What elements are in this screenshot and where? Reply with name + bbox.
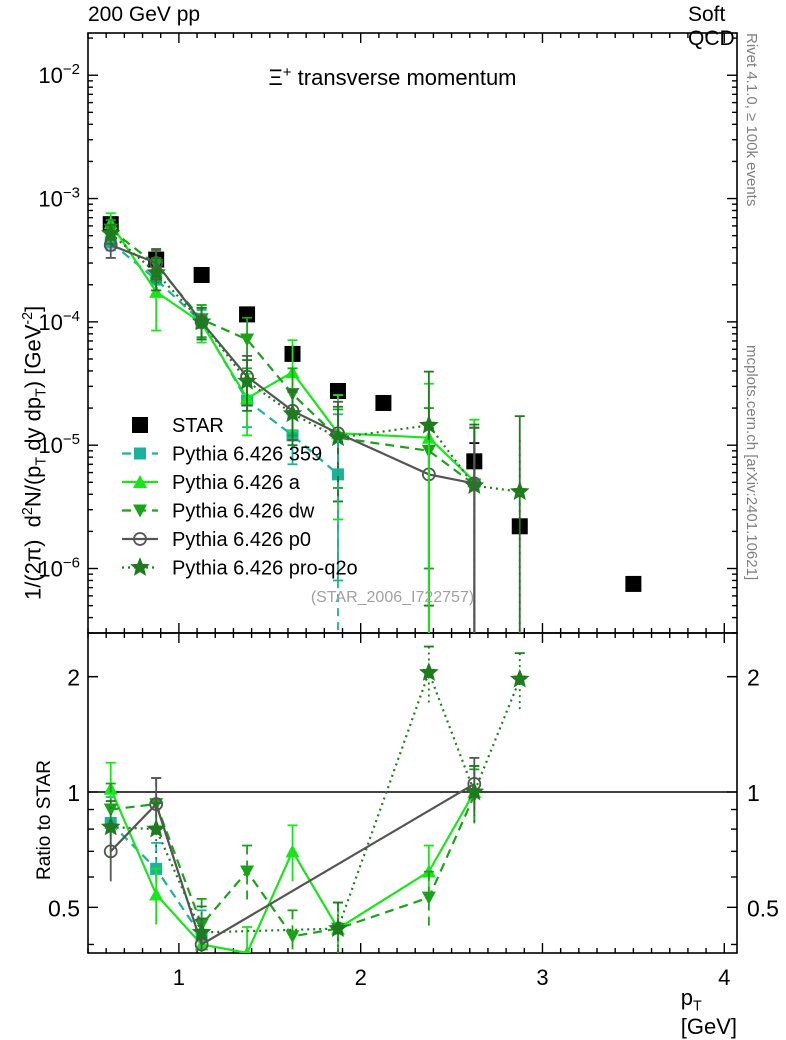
- x-tick-label: 1: [173, 965, 185, 990]
- series-line: [110, 228, 475, 486]
- marker-square: [375, 394, 392, 411]
- ratio-y-tick-label-right: 2: [747, 665, 760, 691]
- ratio-y-tick-label-right: 1: [747, 780, 760, 806]
- legend-item[interactable]: STAR: [132, 415, 224, 437]
- y-tick-label: 10−4: [38, 308, 80, 335]
- marker-triangle-down: [285, 930, 300, 944]
- marker-triangle-up: [133, 475, 147, 488]
- y-tick-label: 10−5: [38, 431, 80, 458]
- y-tick-label: 10−3: [38, 185, 80, 212]
- legend-item[interactable]: Pythia 6.426 a: [122, 472, 301, 494]
- ratio-y-tick-label: 0.5: [48, 895, 80, 921]
- x-tick-label: 4: [718, 965, 730, 990]
- header-left: 200 GeV pp: [88, 3, 201, 26]
- watermark-label: (STAR_2006_I722757): [311, 589, 474, 606]
- x-tick-label: 2: [355, 965, 367, 990]
- marker-square: [132, 417, 148, 433]
- marker-star: [191, 922, 212, 941]
- marker-triangle-up: [149, 887, 164, 901]
- marker-star: [191, 311, 212, 331]
- marker-circle: [103, 844, 118, 859]
- legend-label: Pythia 6.426 p0: [172, 529, 311, 551]
- marker-triangle-down: [240, 333, 255, 347]
- legend-label: STAR: [172, 415, 224, 437]
- marker-triangle-up: [243, 946, 251, 953]
- marker-triangle-down: [103, 803, 118, 817]
- marker-triangle-down: [421, 891, 436, 905]
- marker-triangle-down: [133, 504, 147, 518]
- marker-triangle-up: [149, 284, 164, 298]
- legend-label: Pythia 6.426 dw: [172, 501, 315, 523]
- marker-star: [100, 223, 121, 242]
- y-tick-label: 10−2: [38, 61, 80, 88]
- series-line: [109, 232, 520, 493]
- plot-title: Ξ+ transverse momentum: [268, 64, 516, 90]
- legend-label: Pythia 6.426 pro-q2o: [172, 558, 358, 580]
- marker-star: [509, 668, 530, 688]
- marker-star: [419, 662, 439, 681]
- marker-star: [237, 370, 257, 390]
- ratio-panel-frame: [87, 632, 738, 954]
- marker-star: [464, 781, 485, 801]
- ratio-y-tick-label: 2: [67, 665, 80, 691]
- marker-star: [282, 403, 303, 423]
- marker-star: [146, 262, 167, 282]
- legend-label: Pythia 6.426 a: [172, 472, 301, 494]
- series-line: [110, 241, 339, 476]
- marker-star: [100, 816, 121, 836]
- legend-item[interactable]: Pythia 6.426 359: [122, 444, 322, 466]
- marker-circle: [194, 937, 209, 952]
- marker-circle: [133, 532, 147, 546]
- ratio-y-tick-label-right: 0.5: [747, 895, 779, 921]
- marker-star: [146, 818, 167, 838]
- marker-square: [625, 575, 642, 592]
- marker-triangle-down: [240, 865, 255, 879]
- legend-item[interactable]: Pythia 6.426 dw: [122, 501, 315, 523]
- marker-square: [193, 266, 210, 283]
- marker-star: [130, 557, 150, 576]
- legend-item[interactable]: Pythia 6.426 pro-q2o: [122, 557, 358, 580]
- marker-star: [419, 414, 439, 434]
- marker-square: [134, 447, 146, 460]
- ratio-series-line: [109, 788, 476, 953]
- y-tick-label: 10−6: [38, 555, 80, 582]
- ratio-series-group: [100, 645, 530, 953]
- legend-item[interactable]: Pythia 6.426 p0: [122, 529, 311, 551]
- ratio-y-tick-label: 1: [67, 780, 80, 806]
- series-line: [109, 222, 476, 483]
- main-series-group: [100, 212, 642, 633]
- legend-label: Pythia 6.426 359: [172, 444, 322, 466]
- marker-star: [328, 918, 348, 937]
- marker-triangle-up: [285, 844, 300, 858]
- ratio-series-line: [109, 782, 475, 947]
- series-line: [110, 243, 475, 485]
- x-tick-label: 3: [536, 965, 548, 990]
